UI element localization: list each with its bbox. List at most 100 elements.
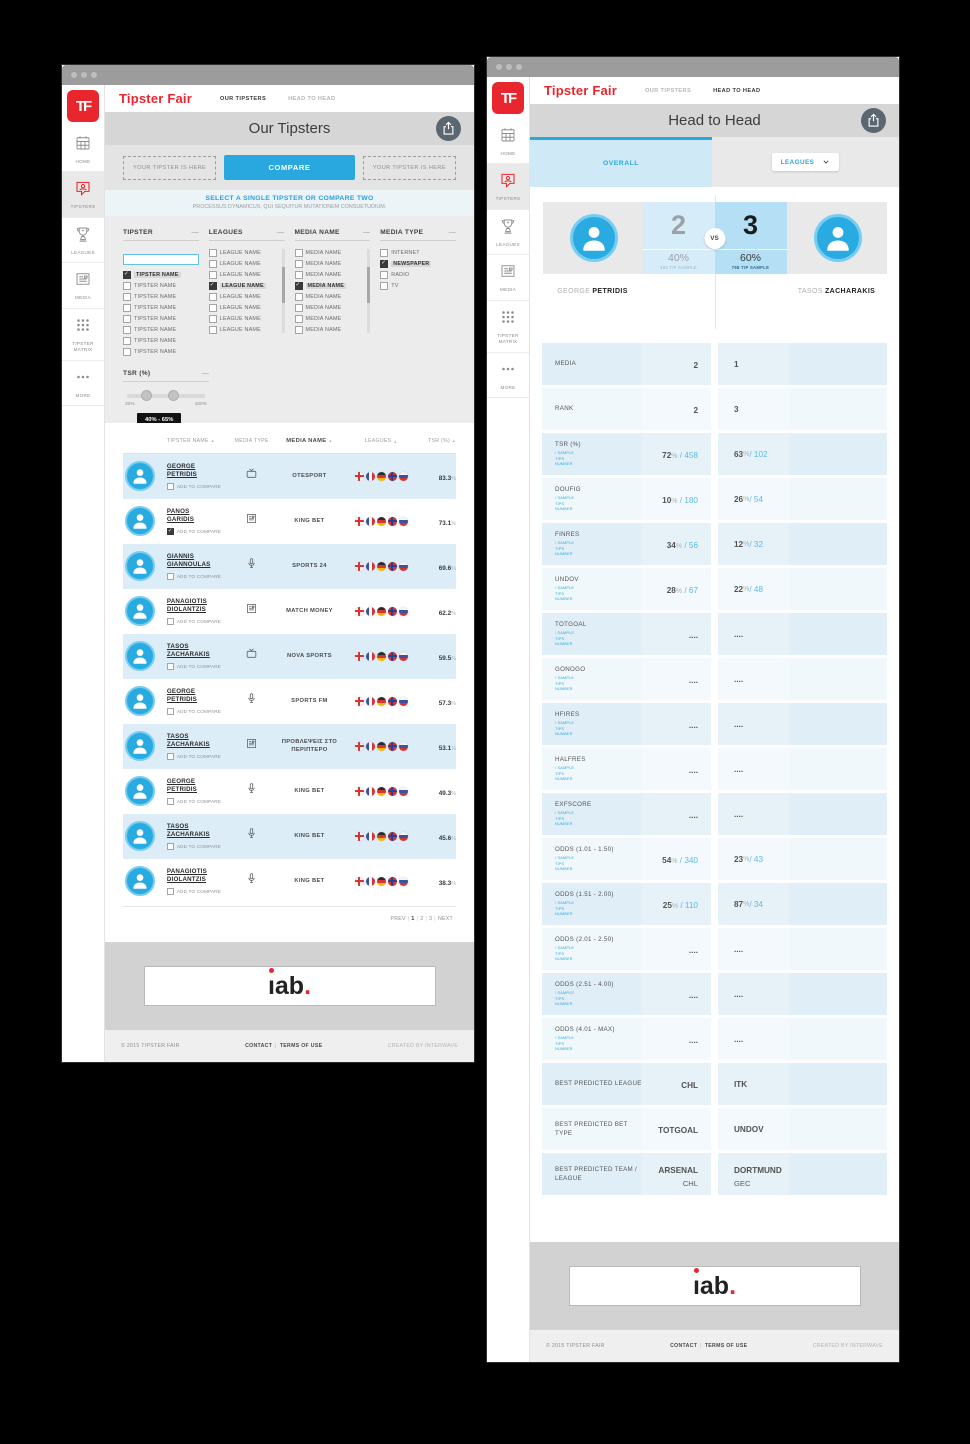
tipster-name[interactable]: GEORGE PETRIDIS	[166, 462, 198, 479]
app-logo[interactable]: TF	[492, 82, 524, 114]
add-to-compare-checkbox[interactable]: ADD TO COMPARE	[166, 617, 233, 625]
pagination-page[interactable]: 1	[411, 915, 415, 922]
add-to-compare-checkbox[interactable]: ADD TO COMPARE	[166, 887, 233, 895]
add-to-compare-checkbox[interactable]: ADD TO COMPARE	[166, 752, 233, 760]
share-button[interactable]	[861, 108, 886, 133]
contact-link[interactable]: CONTACT	[245, 1043, 273, 1049]
window-dot-icon[interactable]	[516, 64, 522, 70]
filter-option-checkbox[interactable]: LEAGUE NAME	[208, 280, 279, 291]
tipster-name[interactable]: GEORGE PETRIDIS	[166, 777, 198, 794]
sidebar-item-tipsters[interactable]: TIPSTERS	[62, 172, 104, 218]
sidebar-item-home[interactable]: HOME	[487, 119, 529, 165]
pagination-page[interactable]: 2	[420, 915, 424, 922]
filter-option-checkbox[interactable]: LEAGUE NAME	[208, 258, 279, 269]
terms-link[interactable]: TERMS OF USE	[704, 1343, 748, 1349]
iab-banner[interactable]: ı ab.	[568, 1266, 861, 1306]
terms-link[interactable]: TERMS OF USE	[279, 1043, 323, 1049]
filter-option-checkbox[interactable]: MEDIA NAME	[294, 258, 365, 269]
window-dot-icon[interactable]	[71, 72, 77, 78]
contact-link[interactable]: CONTACT	[670, 1343, 698, 1349]
add-to-compare-checkbox[interactable]: ADD TO COMPARE	[166, 527, 233, 535]
tipster-name[interactable]: GEORGE PETRIDIS	[166, 687, 198, 704]
sidebar-item-media[interactable]: MEDIA	[62, 263, 104, 309]
filter-option-checkbox[interactable]: LEAGUE NAME	[208, 313, 279, 324]
pagination-page[interactable]: 3	[429, 915, 433, 922]
collapse-icon[interactable]: —	[201, 370, 209, 377]
filter-option-checkbox[interactable]: TIPSTER NAME	[123, 269, 199, 280]
tipster-name[interactable]: TASOS ZACHARAKIS	[166, 822, 210, 839]
slider-handle-max[interactable]	[167, 390, 179, 401]
sort-arrow-icon[interactable]: ▲	[210, 438, 215, 444]
sidebar-item-tipster-matrix[interactable]: TIPSTER MATRIX	[62, 309, 104, 361]
tipster-name[interactable]: TASOS ZACHARAKIS	[166, 642, 210, 659]
window-dot-icon[interactable]	[91, 72, 97, 78]
column-header[interactable]: MEDIA NAME ▲	[286, 438, 333, 444]
filter-option-checkbox[interactable]: MEDIA NAME	[294, 302, 365, 313]
filter-option-checkbox[interactable]: TIPSTER NAME	[123, 280, 199, 291]
sidebar-item-leagues[interactable]: LEAGUES	[487, 210, 529, 256]
tipster-row[interactable]: PANAGIOTIS DIOLANTZIS ADD TO COMPARE MATCH …	[123, 589, 456, 634]
window-chrome[interactable]	[62, 65, 474, 85]
collapse-icon[interactable]: —	[362, 229, 371, 236]
iab-banner[interactable]: ı ab.	[143, 966, 436, 1006]
filter-option-checkbox[interactable]: LEAGUE NAME	[208, 291, 279, 302]
filter-option-checkbox[interactable]: RADIO	[380, 269, 456, 280]
sidebar-item-home[interactable]: HOME	[62, 127, 104, 173]
column-header[interactable]: LEAGUES ▲	[364, 438, 398, 445]
sort-arrow-icon[interactable]: ▲	[328, 438, 333, 443]
share-button[interactable]	[436, 116, 461, 141]
window-dot-icon[interactable]	[81, 72, 87, 78]
tipster-search-input[interactable]	[123, 253, 199, 265]
add-to-compare-checkbox[interactable]: ADD TO COMPARE	[166, 482, 233, 490]
sidebar-item-tipsters[interactable]: TIPSTERS	[487, 164, 529, 210]
tipster-slot-left[interactable]: YOUR TIPSTER IS HERE	[123, 155, 217, 180]
add-to-compare-checkbox[interactable]: ADD TO COMPARE	[166, 707, 233, 715]
scrollbar-thumb[interactable]	[281, 267, 285, 303]
nav-head-to-head[interactable]: HEAD TO HEAD	[713, 87, 761, 94]
sort-arrow-icon[interactable]: ▲	[393, 438, 398, 444]
tipster-row[interactable]: PANAGIOTIS DIOLANTZIS ADD TO COMPARE KING B…	[123, 859, 456, 904]
tipster-row[interactable]: TASOS ZACHARAKIS ADD TO COMPARE KING BET 45.…	[123, 813, 456, 859]
slider-handle-min[interactable]	[141, 390, 153, 401]
tipster-row[interactable]: GEORGE PETRIDIS ADD TO COMPARE KING BET 49.3…	[123, 769, 456, 814]
filter-option-checkbox[interactable]: TIPSTER NAME	[123, 313, 199, 324]
tipster-row[interactable]: GEORGE PETRIDIS ADD TO COMPARE SPORTS FM 57.…	[123, 679, 456, 724]
filter-option-checkbox[interactable]: MEDIA NAME	[294, 247, 365, 258]
filter-option-checkbox[interactable]: TIPSTER NAME	[123, 346, 199, 357]
filter-option-checkbox[interactable]: MEDIA NAME	[294, 324, 365, 335]
pagination-next[interactable]: NEXT	[437, 915, 453, 922]
filter-option-checkbox[interactable]: LEAGUE NAME	[208, 302, 279, 313]
sidebar-item-media[interactable]: MEDIA	[487, 255, 529, 301]
filter-option-checkbox[interactable]: NEWSPAPER	[380, 258, 456, 269]
filter-option-checkbox[interactable]: TIPSTER NAME	[123, 324, 199, 335]
scrollbar[interactable]	[281, 249, 285, 333]
window-dot-icon[interactable]	[496, 64, 502, 70]
collapse-icon[interactable]: —	[191, 229, 199, 236]
window-chrome[interactable]	[487, 57, 899, 77]
scrollbar[interactable]	[367, 249, 371, 333]
collapse-icon[interactable]: —	[277, 229, 285, 236]
add-to-compare-checkbox[interactable]: ADD TO COMPARE	[166, 662, 233, 670]
leagues-dropdown[interactable]: LEAGUES	[771, 153, 840, 171]
tab-overall[interactable]: OVERALL	[530, 137, 712, 187]
tipster-name[interactable]: GIANNIS GIANNOULAS	[166, 552, 211, 569]
nav-our-tipsters[interactable]: OUR TIPSTERS	[644, 87, 692, 94]
sidebar-item-more[interactable]: MORE	[62, 361, 104, 406]
filter-option-checkbox[interactable]: TIPSTER NAME	[123, 291, 199, 302]
nav-head-to-head[interactable]: HEAD TO HEAD	[288, 95, 336, 102]
filter-option-checkbox[interactable]: MEDIA NAME	[294, 269, 365, 280]
sidebar-item-tipster-matrix[interactable]: TIPSTER MATRIX	[487, 301, 529, 353]
filter-option-checkbox[interactable]: LEAGUE NAME	[208, 324, 279, 335]
brand-wordmark[interactable]: Tipster Fair	[119, 91, 192, 106]
window-dot-icon[interactable]	[506, 64, 512, 70]
sort-arrow-icon[interactable]: ▲	[451, 438, 456, 444]
sidebar-item-more[interactable]: MORE	[487, 353, 529, 398]
tsr-range-slider[interactable]	[127, 390, 205, 401]
sidebar-item-leagues[interactable]: LEAGUES	[62, 218, 104, 264]
filter-option-checkbox[interactable]: TIPSTER NAME	[123, 302, 199, 313]
brand-wordmark[interactable]: Tipster Fair	[544, 83, 617, 98]
tipster-name[interactable]: PANAGIOTIS DIOLANTZIS	[166, 597, 207, 614]
add-to-compare-checkbox[interactable]: ADD TO COMPARE	[166, 842, 233, 850]
collapse-icon[interactable]: —	[448, 229, 456, 236]
